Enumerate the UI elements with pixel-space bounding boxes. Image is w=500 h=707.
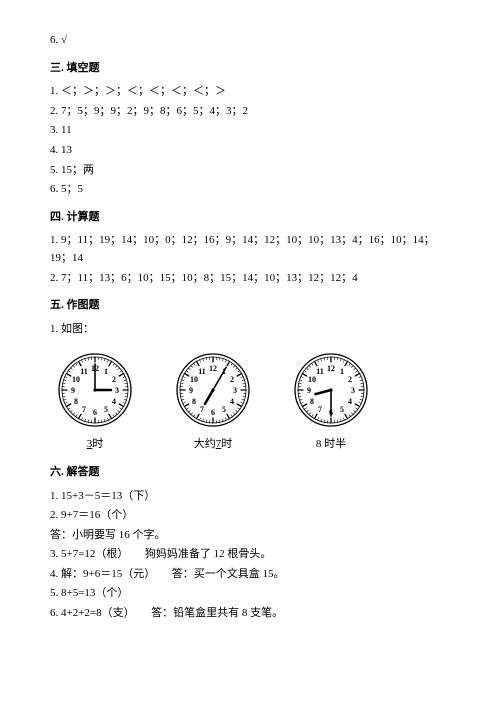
svg-text:8: 8 bbox=[310, 397, 314, 406]
svg-text:7: 7 bbox=[82, 405, 86, 414]
svg-text:9: 9 bbox=[71, 386, 75, 395]
svg-text:9: 9 bbox=[189, 386, 193, 395]
clock-2-suffix: 时 bbox=[221, 438, 232, 450]
clock-2-prefix: 大约 bbox=[194, 438, 216, 450]
s6-l8: 6. 4+2+2=8（支） 答：铅笔盒里共有 8 支笔。 bbox=[50, 605, 450, 623]
s3-l4: 4. 13 bbox=[50, 142, 450, 160]
clock-2: 123456789101112 大约7时 bbox=[168, 350, 258, 454]
clock-1-svg: 123456789101112 bbox=[55, 350, 135, 430]
svg-text:12: 12 bbox=[209, 364, 217, 373]
svg-text:8: 8 bbox=[74, 397, 78, 406]
clock-3: 123456789101112 8 时半 bbox=[286, 350, 376, 454]
s3-l6: 6. 5；5 bbox=[50, 181, 450, 199]
s3-l5: 5. 15；两 bbox=[50, 162, 450, 180]
clock-3-value: 8 时半 bbox=[316, 438, 346, 450]
s6-l1: 1. 15+3－5＝13（下） bbox=[50, 488, 450, 506]
s3-l3: 3. 11 bbox=[50, 122, 450, 140]
section3-heading: 三. 填空题 bbox=[50, 60, 450, 78]
svg-text:10: 10 bbox=[190, 375, 198, 384]
svg-text:4: 4 bbox=[348, 397, 352, 406]
svg-text:5: 5 bbox=[340, 405, 344, 414]
svg-text:7: 7 bbox=[200, 405, 204, 414]
svg-text:4: 4 bbox=[112, 397, 116, 406]
svg-text:11: 11 bbox=[80, 367, 88, 376]
s3-l1: 1. ＜；＞；＞；＜；＜；＜；＜；＞ bbox=[50, 83, 450, 101]
clock-1: 123456789101112 3时 bbox=[50, 350, 140, 454]
svg-text:8: 8 bbox=[192, 397, 196, 406]
page: 6. √ 三. 填空题 1. ＜；＞；＞；＜；＜；＜；＜；＞ 2. 7；5；9；… bbox=[0, 0, 500, 655]
svg-text:2: 2 bbox=[348, 375, 352, 384]
section5-heading: 五. 作图题 bbox=[50, 297, 450, 315]
section4-heading: 四. 计算题 bbox=[50, 209, 450, 227]
top-line: 6. √ bbox=[50, 32, 450, 50]
svg-text:6: 6 bbox=[211, 408, 215, 417]
svg-text:1: 1 bbox=[104, 367, 108, 376]
svg-text:3: 3 bbox=[233, 386, 237, 395]
clock-3-label: 8 时半 bbox=[286, 436, 376, 454]
svg-text:10: 10 bbox=[72, 375, 80, 384]
svg-text:6: 6 bbox=[93, 408, 97, 417]
svg-text:11: 11 bbox=[316, 367, 324, 376]
s5-l1: 1. 如图： bbox=[50, 321, 450, 339]
s4-l2: 2. 7；11；13；6；10；15；10；8；15；14；10；13；12；1… bbox=[50, 270, 450, 288]
svg-text:5: 5 bbox=[222, 405, 226, 414]
svg-text:12: 12 bbox=[327, 364, 335, 373]
s4-l1: 1. 9；11；19；14；10；0；12；16；9；14；12；10；10；1… bbox=[50, 232, 450, 267]
svg-text:3: 3 bbox=[115, 386, 119, 395]
svg-text:2: 2 bbox=[230, 375, 234, 384]
clock-2-label: 大约7时 bbox=[168, 436, 258, 454]
s6-l6: 4. 解：9+6＝15（元） 答：买一个文具盒 15。 bbox=[50, 566, 450, 584]
s6-l2: 2. 9+7＝16（个） bbox=[50, 507, 450, 525]
svg-text:2: 2 bbox=[112, 375, 116, 384]
s3-l2: 2. 7；5；9；9；2；9；8；6；5；4；3；2 bbox=[50, 103, 450, 121]
s6-l5: 3. 5+7=12（根） 狗妈妈准备了 12 根骨头。 bbox=[50, 546, 450, 564]
section6-heading: 六. 解答题 bbox=[50, 464, 450, 482]
clock-1-label: 3时 bbox=[50, 436, 140, 454]
clock-3-svg: 123456789101112 bbox=[291, 350, 371, 430]
clocks-row: 123456789101112 3时 123456789101112 大约7时 … bbox=[50, 350, 450, 454]
svg-text:4: 4 bbox=[230, 397, 234, 406]
clock-1-suffix: 时 bbox=[92, 438, 103, 450]
s6-l7: 5. 8+5=13（个） bbox=[50, 585, 450, 603]
svg-text:9: 9 bbox=[307, 386, 311, 395]
svg-text:1: 1 bbox=[340, 367, 344, 376]
s6-l4: 答：小明要写 16 个字。 bbox=[50, 527, 450, 545]
svg-text:7: 7 bbox=[318, 405, 322, 414]
svg-text:5: 5 bbox=[104, 405, 108, 414]
svg-text:11: 11 bbox=[198, 367, 206, 376]
svg-text:3: 3 bbox=[351, 386, 355, 395]
svg-text:10: 10 bbox=[308, 375, 316, 384]
clock-2-svg: 123456789101112 bbox=[173, 350, 253, 430]
